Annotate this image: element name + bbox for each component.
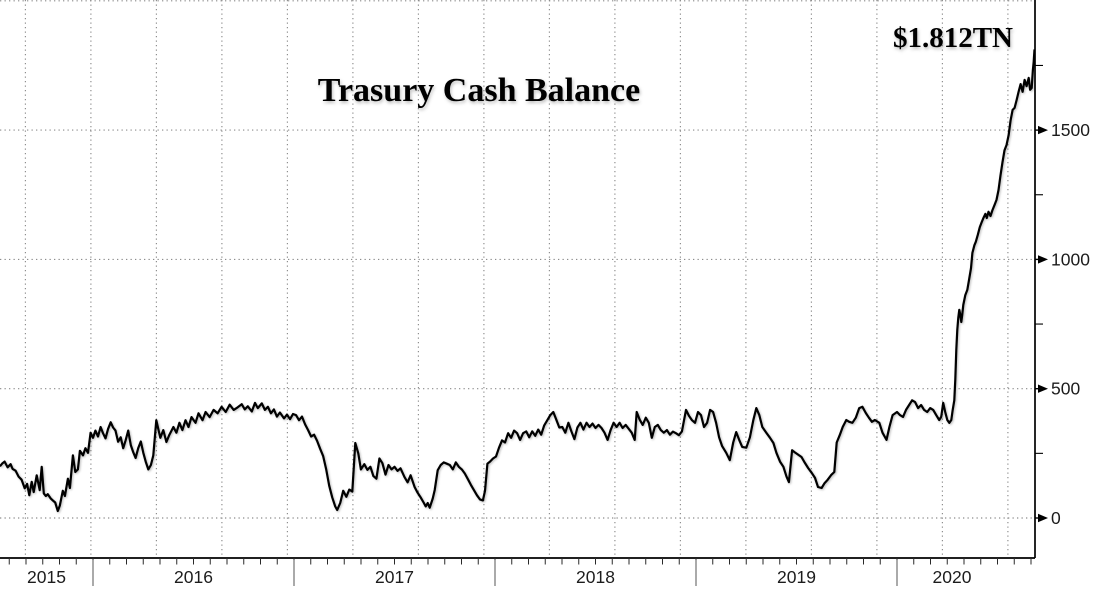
last-value-label: $1.812TN [892,22,1013,54]
x-year-label: 2020 [933,567,972,587]
x-year-label: 2018 [576,567,615,587]
y-tick-label: 500 [1051,379,1080,399]
y-tick-label: 1500 [1051,120,1090,140]
chart-title: Trasury Cash Balance [317,72,641,109]
y-tick-label: 0 [1051,508,1061,528]
y-tick-arrow-icon [1038,255,1048,264]
x-year-label: 2017 [375,567,414,587]
x-year-label: 2016 [174,567,213,587]
y-tick-arrow-icon [1038,125,1048,135]
x-year-label: 2019 [777,567,816,587]
y-tick-arrow-icon [1038,384,1048,393]
series-line [0,49,1035,513]
y-tick-arrow-icon [1038,513,1048,523]
x-year-label: 2015 [27,567,66,587]
y-tick-label: 1000 [1051,249,1090,269]
series-group [0,49,1035,513]
